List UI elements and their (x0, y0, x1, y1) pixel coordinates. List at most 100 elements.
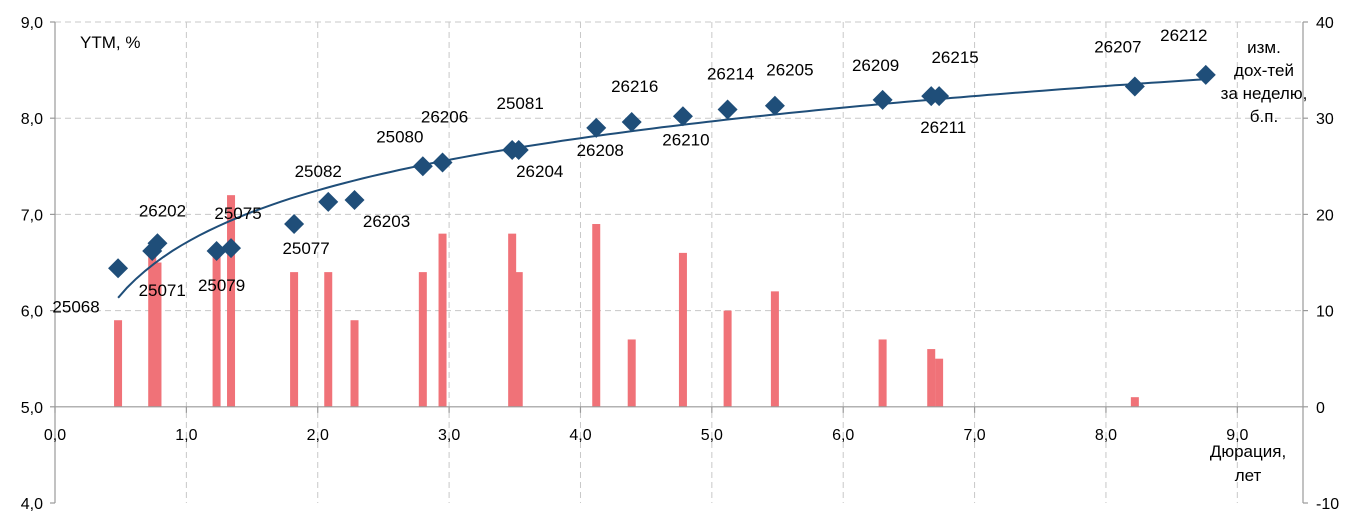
bar (148, 252, 157, 407)
bar (878, 339, 887, 407)
bar (508, 233, 517, 407)
point-label: 26206 (421, 107, 468, 126)
bar (227, 195, 236, 407)
x-tick-label: 3,0 (438, 427, 460, 444)
data-point (344, 189, 365, 210)
svg-text:Дюрация,: Дюрация, (1210, 442, 1286, 461)
data-point (764, 95, 785, 116)
bar (153, 262, 162, 407)
x-tick-label: 5,0 (701, 427, 723, 444)
bar (324, 272, 333, 407)
x-tick-label: 1,0 (175, 427, 197, 444)
point-label: 26207 (1094, 37, 1141, 56)
bar (418, 272, 427, 407)
y2-axis-label: изм. дох-тей за неделю, б.п. (1221, 38, 1308, 126)
bar (770, 291, 779, 407)
point-label: 25068 (52, 297, 99, 316)
x-tick-label: 7,0 (963, 427, 985, 444)
point-label: 26205 (766, 61, 813, 80)
point-label: 26210 (662, 130, 709, 149)
y-axis-label: YTM, % (80, 33, 140, 52)
svg-text:за неделю,: за неделю, (1221, 84, 1308, 103)
trend-curve (117, 78, 1206, 299)
data-point (717, 99, 738, 120)
data-point (672, 106, 693, 127)
x-tick-label: 6,0 (832, 427, 854, 444)
y2-tick-label: 40 (1316, 15, 1334, 32)
bar (114, 320, 123, 407)
point-label: 25075 (214, 204, 261, 223)
bar (935, 358, 944, 407)
x-tick-label: 8,0 (1095, 427, 1117, 444)
y-tick-label: 6,0 (21, 304, 43, 321)
point-label: 25079 (198, 276, 245, 295)
svg-text:изм.: изм. (1247, 38, 1281, 57)
data-point (872, 89, 893, 110)
y2-tick-label: -10 (1316, 496, 1339, 511)
point-label: 26208 (577, 141, 624, 160)
y-tick-label: 7,0 (21, 207, 43, 224)
data-point (1195, 64, 1216, 85)
svg-text:б.п.: б.п. (1250, 107, 1278, 126)
bar (350, 320, 359, 407)
point-label: 26216 (611, 77, 658, 96)
bars-layer (114, 195, 1139, 407)
point-label: 26209 (852, 56, 899, 75)
point-label: 26215 (931, 48, 978, 67)
data-point (318, 191, 339, 212)
point-label: 25077 (282, 239, 329, 258)
x-tick-label: 9,0 (1226, 427, 1248, 444)
point-label: 25071 (139, 281, 186, 300)
x-tick-label: 2,0 (307, 427, 329, 444)
data-point (108, 258, 129, 279)
data-point (1124, 76, 1145, 97)
y-tick-label: 5,0 (21, 400, 43, 417)
bar (627, 339, 636, 407)
x-tick-label: 4,0 (569, 427, 591, 444)
points-layer (108, 64, 1216, 279)
bar (438, 233, 447, 407)
bar (592, 224, 601, 407)
y-tick-label: 9,0 (21, 15, 43, 32)
data-point (284, 214, 305, 235)
data-point (432, 152, 453, 173)
bar (723, 310, 732, 407)
point-label: 26204 (516, 162, 563, 181)
axes-layer (50, 21, 1308, 504)
point-labels-layer: 25068 25071 26202 25079 25075 25077 25082 26203… (52, 26, 1207, 316)
y2-tick-label: 10 (1316, 304, 1334, 321)
point-label: 25082 (295, 162, 342, 181)
x-axis-label: Дюрация, лет (1210, 442, 1286, 485)
data-point (929, 86, 950, 107)
bar (514, 272, 523, 407)
bar (1130, 397, 1139, 407)
data-point (147, 233, 168, 254)
point-label: 26212 (1160, 26, 1207, 45)
bar (212, 252, 221, 407)
point-label: 26202 (139, 201, 186, 220)
point-label: 26203 (363, 212, 410, 231)
bar (927, 349, 936, 407)
data-point (206, 240, 227, 261)
data-point (621, 112, 642, 133)
data-point (412, 156, 433, 177)
y-tick-label: 8,0 (21, 111, 43, 128)
ticks-layer: 0,0 1,0 2,0 3,0 4,0 5,0 6,0 7,0 8,0 9,0 4,0 5,0 6,0 7… (21, 15, 1339, 511)
y-tick-label: 4,0 (21, 496, 43, 511)
point-label: 25080 (376, 127, 423, 146)
y2-tick-label: 30 (1316, 111, 1334, 128)
data-point (586, 117, 607, 138)
bar (290, 272, 299, 407)
y2-tick-label: 0 (1316, 400, 1325, 417)
svg-text:лет: лет (1235, 466, 1262, 485)
point-label: 25081 (497, 94, 544, 113)
point-label: 26214 (707, 65, 754, 84)
data-point (221, 238, 242, 259)
x-tick-label: 0,0 (44, 427, 66, 444)
point-label: 26211 (920, 118, 966, 137)
data-point (508, 139, 529, 160)
bar (678, 252, 687, 407)
svg-text:дох-тей: дох-тей (1234, 61, 1294, 80)
y2-tick-label: 20 (1316, 207, 1334, 224)
